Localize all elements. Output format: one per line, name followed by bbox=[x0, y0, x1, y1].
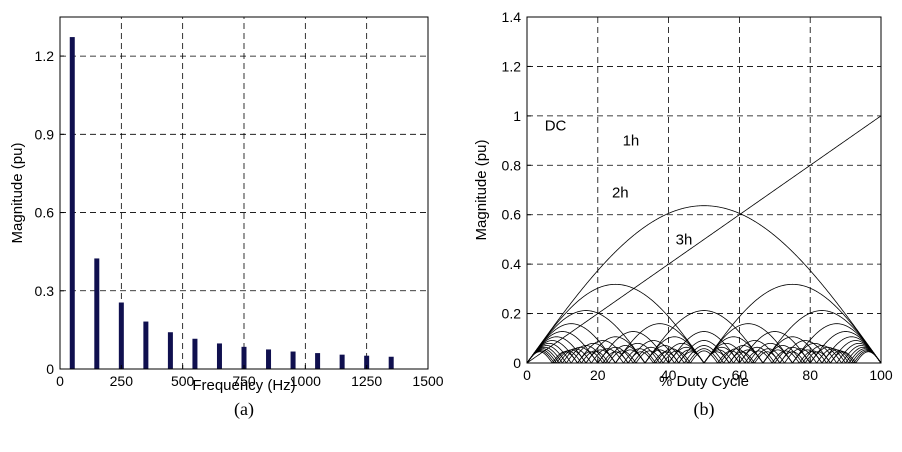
panel-a-y-axis-label: Magnitude (pu) bbox=[9, 143, 26, 244]
y-tick-label: 0.2 bbox=[502, 306, 522, 322]
x-tick-label: 1250 bbox=[351, 373, 382, 389]
panel-a: 0 250 500 750 1000 1250 1500 00.30.60.91.2 Fre… bbox=[9, 17, 444, 420]
bar bbox=[266, 349, 271, 369]
bar bbox=[94, 258, 99, 369]
y-tick-label: 0.3 bbox=[35, 283, 55, 299]
annotation-label: 3h bbox=[676, 231, 693, 248]
y-tick-label: 1.2 bbox=[35, 48, 55, 64]
x-tick-label: 20 bbox=[590, 367, 606, 383]
bar bbox=[389, 357, 394, 369]
y-tick-label: 1 bbox=[513, 108, 521, 124]
panel-a-caption: (a) bbox=[234, 399, 254, 420]
harmonic-13-curve bbox=[527, 351, 881, 363]
panel-a-bars bbox=[70, 37, 394, 369]
panel-b: 0 20 40 60 80 100 00.20.40.60.811.21.4 DC1h2h… bbox=[473, 9, 893, 420]
bar bbox=[168, 332, 173, 369]
y-tick-label: 0.6 bbox=[502, 207, 522, 223]
panel-a-x-axis-label: Frequency (Hz) bbox=[192, 377, 295, 394]
x-tick-label: 100 bbox=[869, 367, 893, 383]
panel-b-annotations: DC 1h 2h 3h bbox=[545, 118, 693, 249]
y-tick-label: 0.9 bbox=[35, 126, 55, 142]
x-tick-label: 80 bbox=[802, 367, 818, 383]
y-tick-label: 0 bbox=[46, 361, 54, 377]
x-tick-label: 500 bbox=[171, 373, 195, 389]
bar bbox=[143, 322, 148, 369]
y-tick-label: 1.4 bbox=[502, 9, 522, 25]
y-tick-label: 0 bbox=[513, 355, 521, 371]
harmonic-4-curve bbox=[527, 324, 881, 363]
annotation-label: 1h bbox=[623, 133, 640, 150]
annotation-label: 2h bbox=[612, 184, 629, 201]
y-tick-label: 0.8 bbox=[502, 157, 522, 173]
bar bbox=[70, 37, 75, 369]
bar bbox=[315, 353, 320, 369]
bar bbox=[192, 339, 197, 369]
panel-a-grid bbox=[60, 17, 428, 369]
panel-b-y-axis-label: Magnitude (pu) bbox=[473, 140, 490, 241]
x-tick-label: 0 bbox=[56, 373, 64, 389]
bar bbox=[340, 355, 345, 369]
y-tick-label: 0.6 bbox=[35, 205, 55, 221]
bar bbox=[119, 303, 124, 369]
annotation-label: DC bbox=[545, 118, 567, 135]
y-tick-label: 0.4 bbox=[502, 256, 522, 272]
harmonic-1-curve bbox=[527, 206, 881, 363]
y-tick-label: 1.2 bbox=[502, 58, 522, 74]
panel-b-curves bbox=[527, 116, 881, 363]
x-tick-label: 1500 bbox=[412, 373, 443, 389]
x-tick-label: 250 bbox=[110, 373, 134, 389]
x-tick-label: 0 bbox=[523, 367, 531, 383]
panel-b-x-axis-label: % Duty Cycle bbox=[659, 373, 749, 390]
bar bbox=[291, 352, 296, 369]
panel-b-caption: (b) bbox=[694, 399, 715, 420]
bar bbox=[217, 343, 222, 369]
